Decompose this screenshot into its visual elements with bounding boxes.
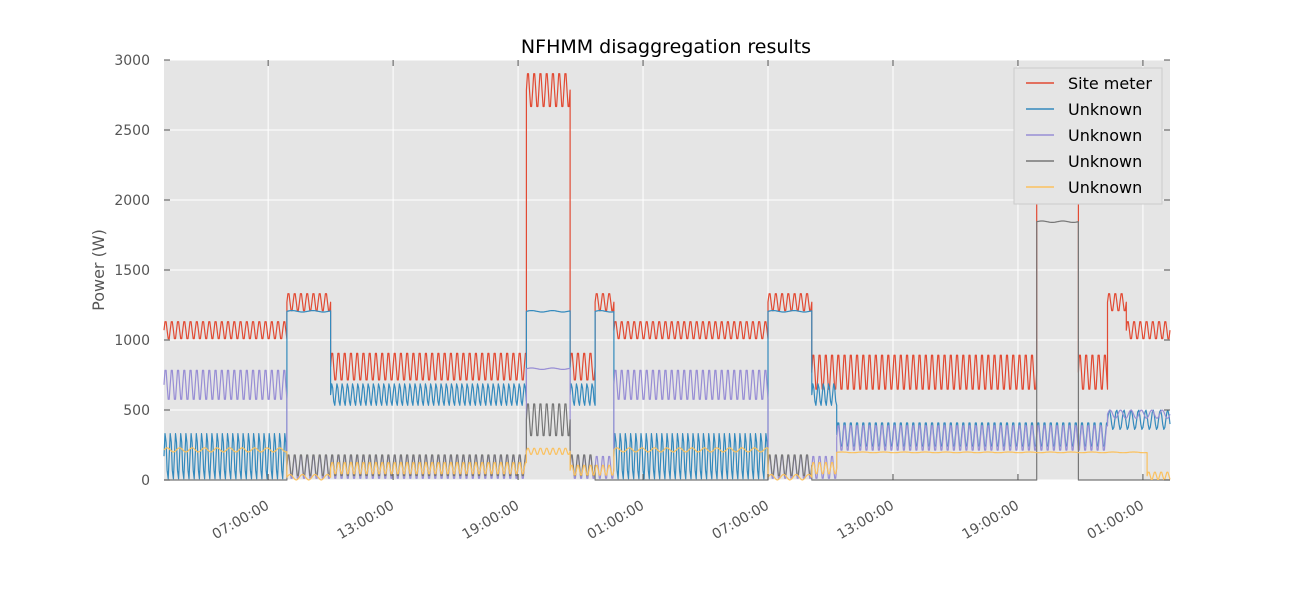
legend-box (1013, 67, 1163, 205)
y-tick-label: 2500 (114, 123, 150, 139)
x-tick-label: 01:00:00 (585, 498, 647, 543)
legend-label: Unknown (1068, 100, 1142, 119)
unknown-series-line-4 (164, 220, 1170, 481)
x-tick-label: 13:00:00 (835, 498, 897, 543)
y-axis-label: Power (W) (89, 229, 108, 311)
x-tick-label: 13:00:00 (335, 498, 397, 543)
y-tick-label: 0 (141, 473, 150, 489)
x-tick-label: 07:00:00 (710, 498, 772, 543)
site-meter-series-line-1 (163, 73, 1171, 390)
y-tick-label: 1000 (114, 333, 150, 349)
y-tick-label: 1500 (114, 263, 150, 279)
unknown-series-line-5 (163, 447, 1171, 481)
y-tick-label: 500 (123, 403, 150, 419)
y-tick-label: 2000 (114, 193, 150, 209)
y-tick-label: 3000 (114, 53, 150, 69)
x-tick-label: 19:00:00 (959, 498, 1021, 543)
legend: Site meter Unknown Unknown Unknown Unknown (1013, 67, 1163, 205)
legend-label: Site meter (1068, 74, 1152, 93)
x-tick-label: 07:00:00 (210, 498, 272, 543)
legend-label: Unknown (1068, 178, 1142, 197)
legend-label: Unknown (1068, 126, 1142, 145)
gridlines (164, 59, 1170, 481)
x-tick-label: 01:00:00 (1084, 498, 1146, 543)
series-lines (163, 73, 1171, 481)
x-tick-label: 19:00:00 (460, 498, 522, 543)
legend-label: Unknown (1068, 152, 1142, 171)
chart-title: NFHMM disaggregation results (521, 36, 811, 58)
